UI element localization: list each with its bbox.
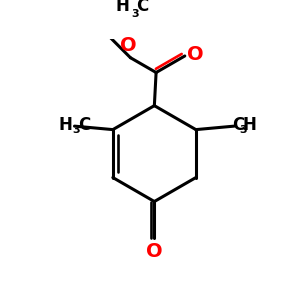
Text: H: H xyxy=(243,116,257,134)
Text: H: H xyxy=(59,116,73,134)
Text: H: H xyxy=(116,0,130,15)
Text: C: C xyxy=(136,0,148,15)
Text: O: O xyxy=(146,242,163,261)
Text: 3: 3 xyxy=(239,125,247,136)
Text: C: C xyxy=(232,116,245,134)
Text: C: C xyxy=(78,116,90,134)
Text: 3: 3 xyxy=(73,125,80,136)
Text: O: O xyxy=(188,45,204,64)
Text: O: O xyxy=(120,36,137,55)
Text: 3: 3 xyxy=(131,9,139,19)
